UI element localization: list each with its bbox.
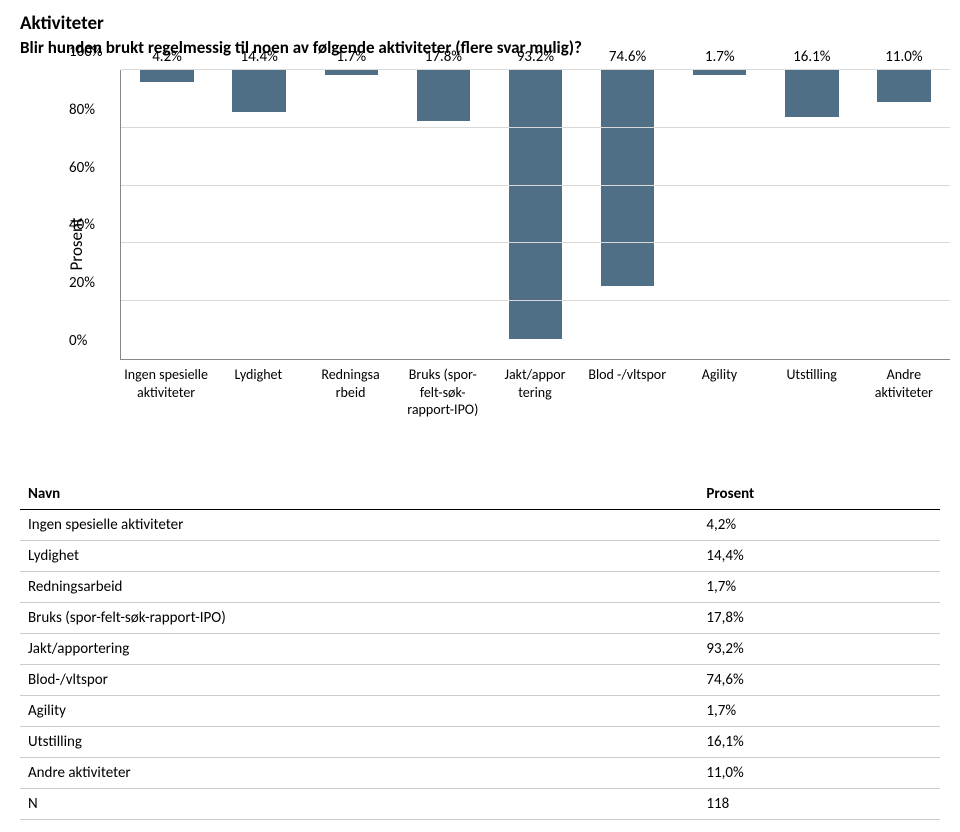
y-tick: 40% [69,216,95,234]
bar-slot: 11.0% [858,70,950,359]
table-row: Utstilling16,1% [20,726,940,757]
x-axis-category: Utstilling [766,366,858,419]
x-axis-category: Jakt/appor tering [489,366,581,419]
x-axis-category: Bruks (spor-felt-søk-rapport-IPO) [397,366,489,419]
table-cell-name: Blod-/vltspor [20,664,676,695]
grid-line [121,242,950,243]
table-cell-value: 17,8% [676,602,940,633]
table-cell-value: 4,2% [676,509,940,540]
data-table: Navn Prosent Ingen spesielle aktiviteter… [20,479,940,820]
table-row: Blod-/vltspor74,6% [20,664,940,695]
page-title: Aktiviteter [20,12,940,35]
bar-slot: 17.8% [397,70,489,359]
bar: 1.7% [693,70,746,75]
bar-value-label: 16.1% [793,48,830,66]
bar-slot: 14.4% [213,70,305,359]
table-cell-name: Agility [20,695,676,726]
table-cell-name: Jakt/apportering [20,633,676,664]
table-cell-value: 1,7% [676,695,940,726]
x-axis-category: Lydighet [212,366,304,419]
bar-value-label: 1.7% [336,48,366,66]
bar-chart: Prosent 4.2%14.4%1.7%17.8%93.2%74.6%1.7%… [120,70,950,419]
table-cell-name: Utstilling [20,726,676,757]
table-cell-name: Ingen spesielle aktiviteter [20,509,676,540]
y-tick: 60% [69,159,95,177]
table-row: Ingen spesielle aktiviteter4,2% [20,509,940,540]
bar: 1.7% [325,70,378,75]
x-axis-category: Blod -/vltspor [581,366,673,419]
bar-slot: 93.2% [489,70,581,359]
table-cell-value: 1,7% [676,571,940,602]
table-cell-name: Redningsarbeid [20,571,676,602]
x-axis-category: Redningsa rbeid [304,366,396,419]
x-axis-category: Agility [673,366,765,419]
bar-slot: 74.6% [582,70,674,359]
y-tick: 80% [69,101,95,119]
table-cell-value: 11,0% [676,757,940,788]
bar-value-label: 11.0% [885,48,922,66]
bar-value-label: 14.4% [240,48,277,66]
bar: 17.8% [417,70,470,121]
bar: 93.2% [509,70,562,339]
y-tick: 100% [69,43,103,61]
bar: 74.6% [601,70,654,286]
bars-row: 4.2% 14.4% 1.7% 17.8% 93.2% 74.6% 1.7% 16.1% 11.… [121,70,950,359]
table-row: Jakt/apportering93,2% [20,633,940,664]
table-cell-name: Lydighet [20,540,676,571]
bar-value-label: 93.2% [517,48,554,66]
table-n-label: N [20,788,676,819]
chart-plot-area: 4.2% 14.4% 1.7% 17.8% 93.2% 74.6% 1.7% 16.1% 11.… [120,70,950,360]
x-axis-category: Andre aktiviteter [858,366,950,419]
table-header-name: Navn [20,479,676,510]
bar: 11.0% [877,70,930,102]
grid-line [121,185,950,186]
bar-value-label: 74.6% [609,48,646,66]
bar-slot: 1.7% [674,70,766,359]
table-row: Agility1,7% [20,695,940,726]
bar-slot: 16.1% [766,70,858,359]
table-row: Lydighet14,4% [20,540,940,571]
grid-line [121,127,950,128]
table-row: Andre aktiviteter11,0% [20,757,940,788]
y-tick: 20% [69,274,95,292]
bar: 16.1% [785,70,838,117]
table-cell-value: 74,6% [676,664,940,695]
table-n-value: 118 [676,788,940,819]
table-cell-value: 16,1% [676,726,940,757]
bar: 4.2% [140,70,193,82]
table-row-n: N118 [20,788,940,819]
table-cell-value: 93,2% [676,633,940,664]
bar-value-label: 4.2% [152,48,182,66]
bar-value-label: 17.8% [425,48,462,66]
bar: 14.4% [232,70,285,112]
grid-line [121,300,950,301]
table-row: Redningsarbeid1,7% [20,571,940,602]
table-row: Bruks (spor-felt-søk-rapport-IPO)17,8% [20,602,940,633]
bar-slot: 4.2% [121,70,213,359]
table-cell-name: Andre aktiviteter [20,757,676,788]
x-axis-category: Ingen spesielle aktiviteter [120,366,212,419]
grid-line [121,69,950,70]
bar-slot: 1.7% [305,70,397,359]
table-cell-name: Bruks (spor-felt-søk-rapport-IPO) [20,602,676,633]
bar-value-label: 1.7% [705,48,735,66]
table-header-value: Prosent [676,479,940,510]
y-tick: 0% [69,332,87,350]
x-axis-labels: Ingen spesielle aktiviteterLydighetRedni… [120,366,950,419]
table-cell-value: 14,4% [676,540,940,571]
